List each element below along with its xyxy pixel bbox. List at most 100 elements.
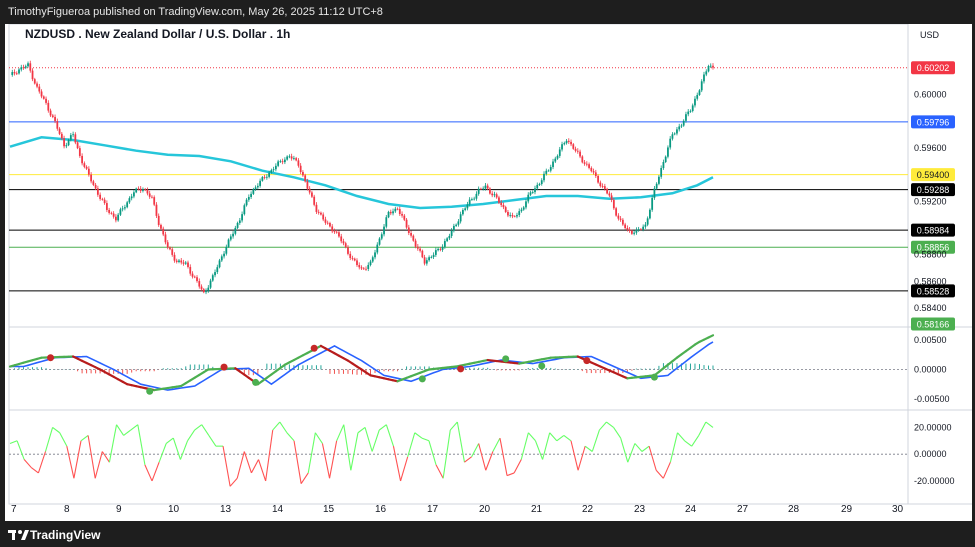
candle-body: [322, 214, 325, 220]
candle-body: [268, 172, 271, 177]
candle-body: [685, 114, 687, 121]
candle-body: [335, 231, 338, 233]
candle-body: [293, 158, 295, 159]
candle-body: [241, 214, 243, 221]
time-tick-label: 13: [220, 504, 232, 515]
chart-panel[interactable]: 0.60202 0.59796 0.59400 0.59288 0.58984 0.588…: [5, 24, 972, 521]
candle-body: [545, 170, 548, 174]
candle-body: [45, 98, 47, 103]
candle-body: [610, 195, 613, 201]
oscillator-segment: [435, 464, 444, 479]
oscillator-segment: [634, 443, 643, 452]
candle-body: [31, 70, 34, 80]
candle-body: [223, 253, 225, 257]
macd-cross-dot: [310, 344, 318, 352]
macd-cross-dot: [252, 378, 260, 386]
oscillator-segment: [400, 456, 409, 482]
candle-body: [626, 228, 629, 230]
candle-body: [398, 209, 401, 214]
candle-body: [187, 262, 189, 267]
candle-body: [642, 226, 645, 230]
candle-body: [331, 226, 334, 232]
oscillator-segment: [499, 438, 508, 476]
oscillator-segment: [314, 432, 323, 444]
candle-body: [306, 181, 309, 189]
candle-body: [482, 188, 485, 190]
candle-body: [56, 121, 59, 129]
candle-body: [288, 156, 291, 158]
candle-body: [682, 120, 685, 126]
candle-body: [549, 167, 552, 171]
oscillator-segment: [705, 421, 714, 428]
grid-layer: [8, 24, 972, 505]
candle-body: [450, 230, 453, 236]
candle-body: [455, 224, 458, 226]
oscillator-segment: [677, 432, 686, 442]
chart-svg[interactable]: 0.60202 0.59796 0.59400 0.59288 0.58984 0.588…: [5, 24, 972, 521]
candle-body: [468, 199, 471, 205]
oscillator-segment: [385, 424, 394, 447]
candle-body: [680, 125, 683, 127]
candle-body: [689, 110, 692, 112]
oscillator-segment: [101, 451, 110, 463]
candle-body: [15, 73, 18, 75]
candle-body: [407, 227, 410, 234]
candle-body: [673, 133, 676, 135]
candle-body: [667, 147, 669, 157]
candle-body: [570, 141, 572, 145]
candle-body: [40, 91, 43, 97]
candle-body: [329, 223, 331, 227]
oscillator-segment: [336, 424, 345, 442]
price-badge: [911, 115, 955, 129]
candle-body: [452, 225, 455, 231]
candle-body: [245, 199, 248, 206]
candle-body: [76, 142, 79, 149]
oscillator-segment: [613, 427, 622, 439]
candle-body: [365, 268, 367, 270]
candle-body: [624, 224, 627, 229]
candle-body: [529, 192, 532, 195]
candle-body: [247, 197, 250, 200]
candle-body: [459, 214, 462, 222]
price-badge: [911, 183, 955, 197]
candle-body: [525, 201, 527, 208]
candle-body: [561, 144, 563, 150]
candle-body: [207, 287, 210, 291]
candle-body: [175, 260, 178, 262]
candle-body: [105, 203, 108, 210]
footer-bar: TradingView: [0, 523, 975, 547]
candle-body: [678, 126, 681, 130]
candle-body: [178, 260, 180, 262]
candle-body: [124, 207, 126, 209]
candle-body: [635, 229, 638, 233]
candle-body: [101, 198, 104, 200]
candle-body: [394, 208, 397, 212]
candle-body: [547, 170, 550, 172]
candle-body: [552, 161, 554, 168]
oscillator-segment: [698, 421, 707, 436]
candle-body: [286, 156, 289, 160]
candle-body: [531, 192, 534, 193]
candle-body: [502, 205, 505, 208]
oscillator-segment: [549, 432, 558, 442]
oscillator-segment: [449, 421, 458, 431]
candle-body: [500, 202, 503, 206]
oscillator-tick-label: -20.00000: [914, 476, 955, 486]
oscillator-segment: [172, 437, 181, 460]
candle-body: [211, 275, 214, 281]
oscillator-segment: [44, 427, 54, 452]
time-tick-label: 9: [116, 504, 122, 515]
price-badge-label: 0.58528: [917, 286, 950, 296]
oscillator-segment: [258, 459, 267, 482]
candle-body: [518, 211, 521, 215]
oscillator-segment: [527, 432, 536, 442]
time-tick-label: 22: [582, 504, 594, 515]
candle-body: [588, 164, 590, 168]
candle-body: [660, 168, 663, 177]
candle-body: [477, 188, 480, 194]
oscillator-segment: [158, 443, 167, 463]
candle-body: [601, 186, 604, 187]
oscillator-segment: [272, 421, 281, 431]
candle-body: [385, 217, 388, 227]
price-tick-label: 0.58800: [914, 250, 947, 260]
